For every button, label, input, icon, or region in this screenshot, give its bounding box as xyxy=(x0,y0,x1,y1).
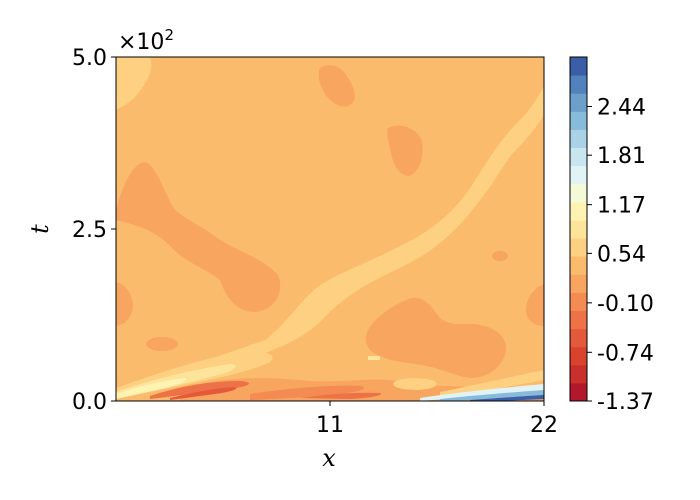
red-streak-1 xyxy=(150,381,250,399)
region-very-pale xyxy=(116,378,187,399)
colorbar-segment xyxy=(570,274,587,293)
patch-left-upper xyxy=(116,162,281,312)
patch-small-left xyxy=(146,337,178,351)
colorbar-segment xyxy=(570,382,587,402)
patch-left-edge xyxy=(116,282,133,326)
colorbar-segment xyxy=(570,147,587,167)
region-blue xyxy=(420,384,544,401)
colorbar-tick-label: 2.44 xyxy=(597,95,646,120)
colorbar-segment xyxy=(570,346,587,366)
red-streak-2 xyxy=(170,387,237,400)
bottom-mid-patch xyxy=(393,378,437,390)
y-tick-label: 2.5 xyxy=(72,218,107,243)
colorbar xyxy=(569,56,588,402)
colorbar-tick-label: 1.81 xyxy=(597,144,646,169)
colorbar-segment xyxy=(570,201,587,221)
patch-right-upper xyxy=(387,125,423,176)
y-scale-label: ×102 xyxy=(118,26,174,55)
top-left-patch xyxy=(116,57,152,110)
patch-right-edge xyxy=(526,284,544,326)
colorbar-frame xyxy=(569,56,588,402)
colorbar-tick-label: -0.74 xyxy=(597,341,654,366)
colorbar-segment xyxy=(570,292,587,311)
very-pale-streak xyxy=(116,378,187,399)
colorbar-segment xyxy=(570,364,587,384)
colorbar-tick-label: -0.10 xyxy=(597,292,654,317)
region-red xyxy=(150,381,381,400)
patch-right-middle xyxy=(365,297,507,378)
blue-streak-dark xyxy=(470,395,544,401)
y-tick-label: 5.0 xyxy=(72,46,107,71)
colorbar-segment xyxy=(570,165,587,185)
x-tick-label: 22 xyxy=(530,413,558,438)
colorbar-tick-label: 0.54 xyxy=(597,242,646,267)
colorbar-segment xyxy=(570,129,587,149)
colorbar-segment xyxy=(570,219,587,239)
y-tick-label: 0.0 xyxy=(72,390,107,415)
colorbar-tick-label: -1.37 xyxy=(597,390,654,415)
colorbar-segment xyxy=(570,310,587,330)
y-axis-ticks: 0.0 2.5 5.0 xyxy=(72,46,116,415)
y-axis-label: t xyxy=(26,224,54,234)
patch-top-center xyxy=(318,65,355,107)
bottom-right-streak xyxy=(440,370,544,396)
red-streak-3 xyxy=(250,385,364,400)
x-axis-label: x xyxy=(322,444,336,472)
colorbar-segment xyxy=(570,256,587,275)
colorbar-segment xyxy=(570,111,587,130)
colorbar-segment xyxy=(570,183,587,203)
plot-area xyxy=(116,57,544,401)
x-axis-ticks: 11 22 xyxy=(316,401,558,438)
colorbar-ticks: 2.44 1.81 1.17 0.54 -0.10 -0.74 -1.37 xyxy=(587,95,654,415)
colorbar-segment xyxy=(570,75,587,94)
patch-small-right xyxy=(492,251,508,261)
colorbar-segment xyxy=(570,328,587,348)
blue-streak-light xyxy=(420,384,544,401)
colorbar-tick-label: 1.17 xyxy=(597,194,646,219)
colorbar-segment xyxy=(570,93,587,112)
colorbar-segment xyxy=(570,238,587,257)
pale-dot xyxy=(368,356,380,360)
red-streak-4 xyxy=(300,392,381,399)
blue-streak-mid xyxy=(440,390,544,401)
x-tick-label: 11 xyxy=(316,413,344,438)
colorbar-segment xyxy=(570,57,587,76)
